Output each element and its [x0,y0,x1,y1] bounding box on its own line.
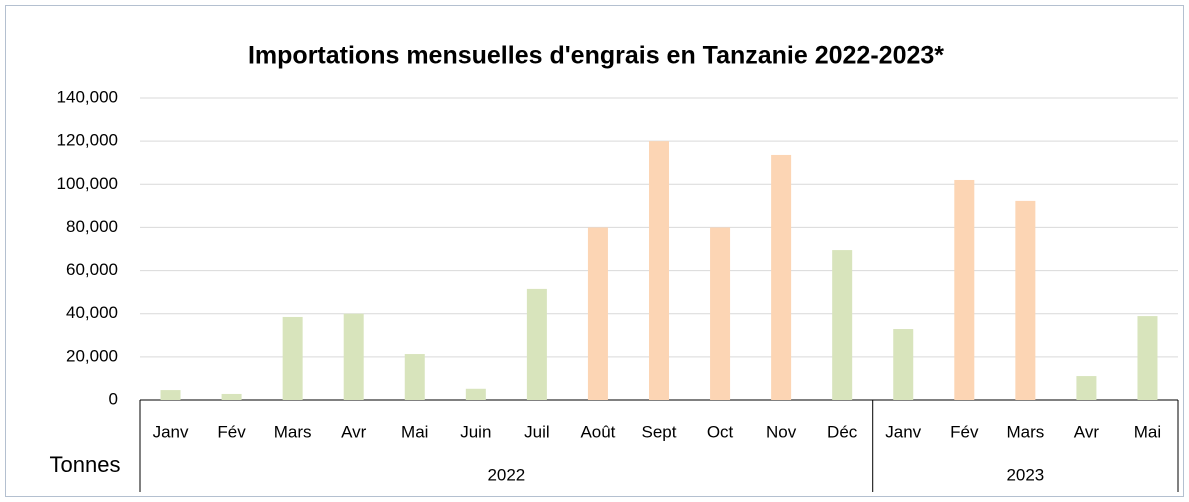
bar [771,154,792,400]
y-tick-label: 60,000 [66,260,118,279]
x-tick-label: Mai [401,422,428,441]
bar [221,393,242,400]
y-tick-label: 80,000 [66,217,118,236]
bar [649,141,669,400]
y-tick-label: 100,000 [57,174,118,193]
y-tick-label: 40,000 [66,303,118,322]
y-tick-label: 140,000 [57,87,118,106]
x-tick-label: Déc [827,422,858,441]
y-axis-label: Tonnes [50,452,121,477]
bar [465,388,486,400]
bar [893,329,914,400]
x-tick-label: Janv [153,422,189,441]
bar [404,354,425,400]
x-tick-label: Oct [707,422,734,441]
bar [954,179,975,400]
x-tick-label: Fév [950,422,979,441]
x-tick-label: Avr [1074,422,1100,441]
bar [832,250,853,400]
bar [343,313,364,400]
x-tick-label: Mars [274,422,312,441]
bar [526,288,547,400]
x-tick-label: Août [580,422,615,441]
x-tick-label: Nov [766,422,797,441]
bar [160,390,181,400]
y-tick-label: 0 [109,389,118,408]
bar [282,316,303,400]
group-label: 2022 [487,465,525,484]
group-label: 2023 [1006,465,1044,484]
x-tick-label: Mai [1134,422,1161,441]
x-tick-label: Sept [642,422,677,441]
chart-title: Importations mensuelles d'engrais en Tan… [248,42,944,70]
x-tick-label: Mars [1006,422,1044,441]
bar [1076,376,1097,400]
x-tick-label: Avr [341,422,367,441]
bar [1137,316,1158,400]
x-tick-label: Juil [524,422,550,441]
y-tick-label: 120,000 [57,131,118,150]
bar [1015,200,1036,400]
x-tick-label: Janv [885,422,921,441]
x-tick-label: Fév [217,422,246,441]
y-tick-label: 20,000 [66,346,118,365]
bar [710,227,731,400]
x-tick-label: Juin [460,422,491,441]
bar [587,227,608,400]
